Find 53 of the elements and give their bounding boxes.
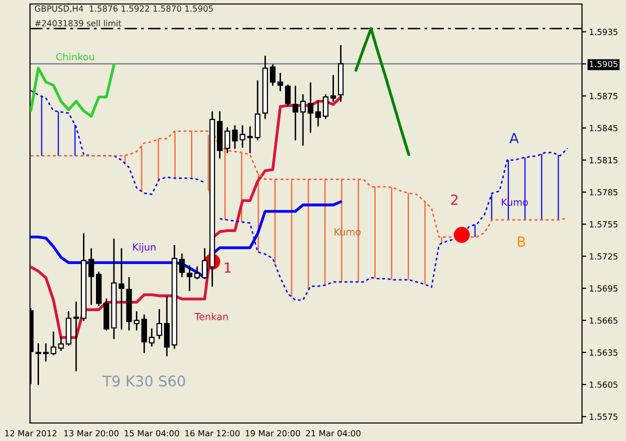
candlestick [285, 84, 291, 106]
candlestick [35, 343, 42, 386]
y-tick-label: 1.5695 [590, 285, 618, 292]
annotation: B [518, 236, 526, 247]
y-tick-label: 1.5605 [590, 382, 618, 388]
annotation: Kijun [133, 243, 156, 253]
line-series [354, 27, 410, 156]
chart-title: GBPUSD,H4 1.5876 1.5922 1.5870 1.5905 [34, 5, 213, 13]
x-tick-label: 13 Mar 20:00 [64, 430, 119, 436]
candlestick [224, 127, 230, 154]
annotation: Chinkou [56, 52, 94, 60]
candlestick [277, 72, 284, 92]
candlestick [232, 125, 238, 149]
candlestick [73, 302, 79, 372]
y-tick-label: 1.5935 [590, 28, 618, 36]
candlestick [315, 100, 321, 127]
candlestick [322, 94, 328, 120]
x-tick-label: 21 Mar 04:00 [306, 430, 360, 436]
y-tick-label: 1.5785 [590, 189, 618, 196]
candlestick [186, 265, 192, 292]
annotation: Tenkan [194, 312, 228, 320]
annotation: 2 [451, 194, 458, 205]
y-tick-label: 1.5815 [590, 157, 618, 164]
candlestick [88, 248, 94, 306]
candlestick [292, 86, 298, 140]
candlestick [148, 328, 155, 347]
y-tick-label: 1.5755 [590, 221, 618, 228]
candlestick [43, 343, 49, 362]
candlestick [156, 309, 162, 340]
annotation: T9 K30 S60 [102, 376, 185, 387]
ref-line-label: #24031839 sell limit [35, 20, 122, 26]
line-series [30, 64, 116, 118]
x-tick-label: 19 Mar 20:00 [246, 430, 300, 436]
annotation: A [509, 133, 519, 144]
candlestick [202, 248, 208, 278]
y-tick-label: 1.5575 [590, 414, 618, 420]
x-tick-label: 15 Mar 04:00 [124, 430, 180, 436]
candlestick [270, 64, 276, 86]
candlestick [194, 266, 200, 280]
x-tick-label: 16 Mar 12:00 [185, 430, 240, 436]
y-tick-label: 1.5665 [590, 317, 618, 324]
y-tick-label: 1.5635 [590, 349, 618, 356]
candlestick [141, 314, 148, 354]
candlestick [254, 80, 260, 140]
y-tick-label: 1.5875 [590, 92, 618, 100]
y-tick-label: 1.5905 [590, 60, 618, 68]
y-tick-label: 1.5725 [590, 253, 618, 260]
candlestick [134, 311, 140, 331]
annotation: 1 [224, 262, 231, 273]
candlestick [330, 74, 336, 102]
y-tick-label: 1.5845 [590, 124, 618, 132]
x-tick-label: 12 Mar 2012 [5, 430, 56, 436]
candlestick [164, 296, 170, 356]
